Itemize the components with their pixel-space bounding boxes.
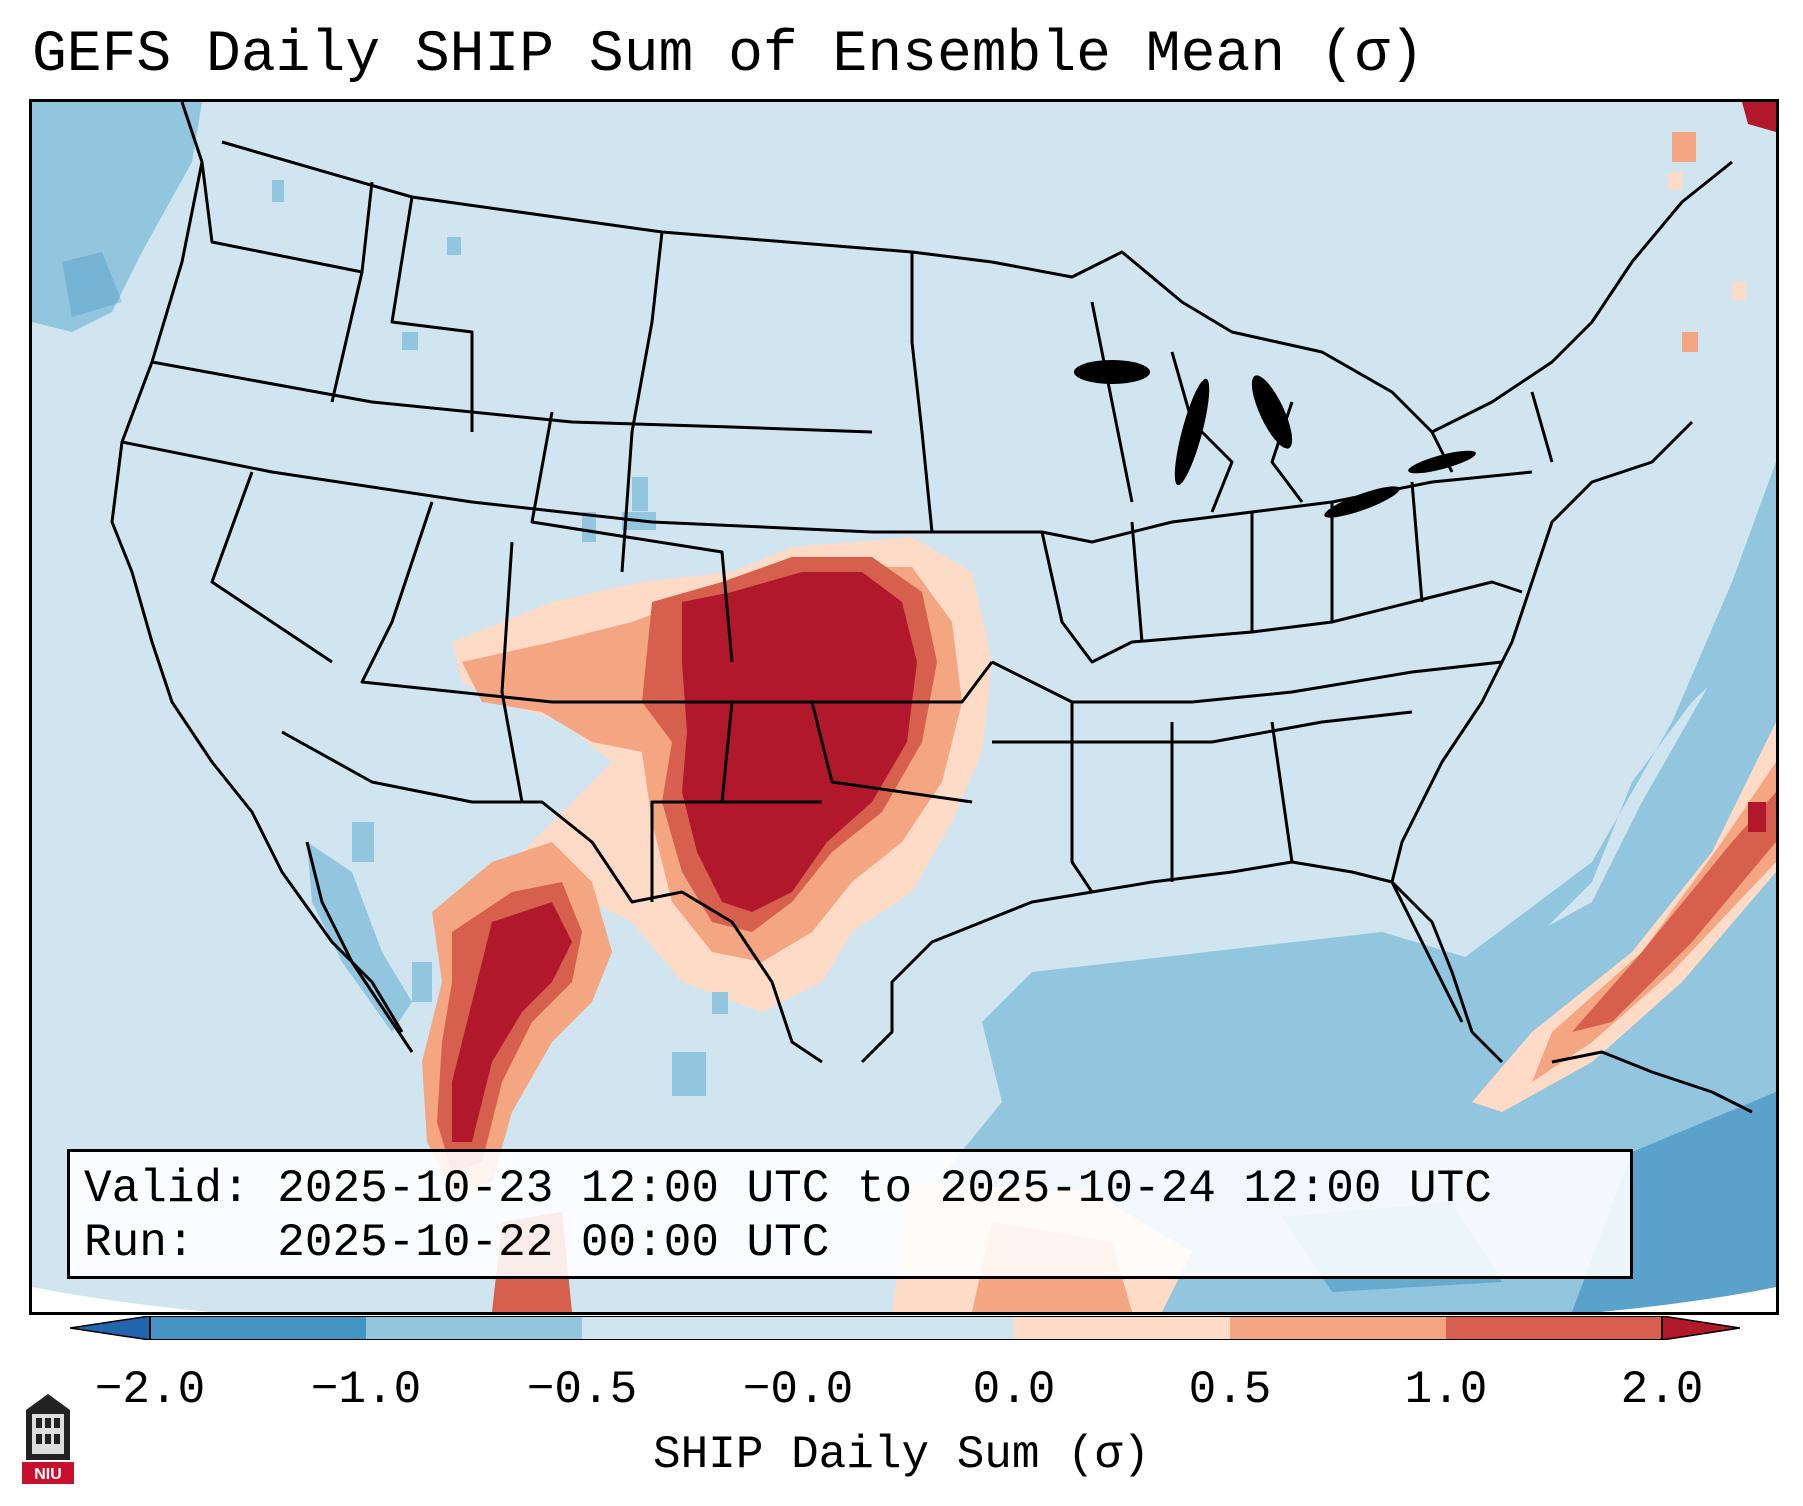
- colorbar-label: SHIP Daily Sum (σ): [653, 1429, 1150, 1481]
- gulf-atlantic-anomaly: [892, 622, 1776, 1312]
- logo-text: NIU: [34, 1466, 62, 1483]
- state-boundaries: [110, 102, 1753, 1114]
- colorbar-bin-0: [150, 1316, 366, 1340]
- colorbar-tick-label: −2.0: [94, 1364, 206, 1416]
- run-label: Run:: [84, 1217, 195, 1269]
- colorbar-bin-3: [798, 1316, 1014, 1340]
- map-panel: [29, 99, 1779, 1315]
- valid-run-info-box: Valid: 2025-10-23 12:00 UTC to 2025-10-2…: [67, 1149, 1633, 1279]
- colorbar-bin-2: [582, 1316, 798, 1340]
- colorbar-tick-label: 0.0: [972, 1364, 1056, 1416]
- colorbar-tick-label: −1.0: [310, 1364, 422, 1416]
- pacific-anomaly: [32, 102, 202, 332]
- colorbar-over-arrow: [1661, 1316, 1740, 1340]
- colorbar-tick-label: 2.0: [1620, 1364, 1704, 1416]
- colorbar-bin-6: [1446, 1316, 1662, 1340]
- niu-logo: NIU: [22, 1394, 74, 1484]
- chart-title: GEFS Daily SHIP Sum of Ensemble Mean (σ): [32, 23, 1425, 88]
- colorbar-tick-label: −0.0: [742, 1364, 854, 1416]
- colorbar-tick-label: 1.0: [1404, 1364, 1488, 1416]
- valid-label: Valid:: [84, 1163, 250, 1215]
- map-canvas: [32, 102, 1776, 1312]
- lake-shapes: [1074, 360, 1476, 518]
- run-value: 2025-10-22 00:00 UTC: [277, 1217, 830, 1269]
- colorbar-tick-label: −0.5: [526, 1364, 638, 1416]
- colorbar-bin-5: [1230, 1316, 1446, 1340]
- valid-value: 2025-10-23 12:00 UTC to 2025-10-24 12:00…: [277, 1163, 1492, 1215]
- colorbar: [70, 1316, 1740, 1340]
- colorbar-under-arrow: [70, 1316, 151, 1340]
- colorbar-bin-4: [1014, 1316, 1230, 1340]
- colorbar-tick-label: 0.5: [1188, 1364, 1272, 1416]
- colorbar-bin-1: [366, 1316, 582, 1340]
